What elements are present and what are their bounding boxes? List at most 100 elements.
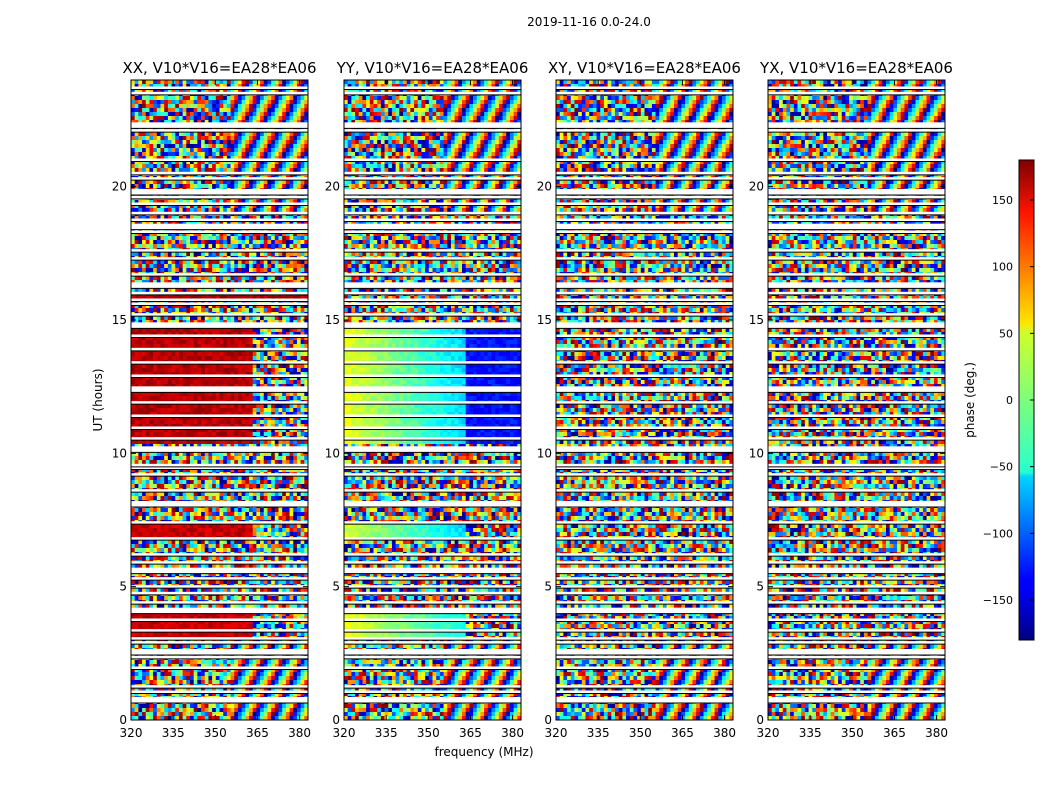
flagged-row: [344, 249, 521, 253]
flagged-row: [344, 202, 521, 206]
y-tick-label: 0: [332, 713, 340, 727]
flagged-row: [344, 601, 521, 605]
y-axis-label: UT (hours): [91, 368, 105, 431]
flagged-row: [344, 257, 521, 261]
x-tick-label: 365: [459, 726, 482, 740]
flagged-row: [131, 386, 308, 393]
flagged-row: [556, 697, 733, 703]
x-axis-label: frequency (MHz): [434, 745, 533, 759]
flagged-row: [344, 567, 521, 574]
flagged-row: [768, 257, 945, 261]
y-tick-label: 20: [749, 180, 764, 194]
flagged-row: [768, 273, 945, 277]
flagged-row: [344, 697, 521, 703]
flagged-row: [556, 591, 733, 595]
flagged-row: [131, 177, 308, 181]
flagged-row: [131, 553, 308, 557]
flagged-row: [344, 437, 521, 441]
flagged-row: [131, 218, 308, 222]
flagged-row: [131, 585, 308, 589]
y-tick-label: 15: [112, 313, 127, 327]
flagged-row: [768, 386, 945, 393]
flagged-row: [131, 195, 308, 199]
flagged-row: [131, 189, 308, 195]
flagged-row: [131, 685, 308, 689]
phase-image: [768, 80, 945, 720]
flagged-row: [344, 171, 521, 175]
y-tick-label: 5: [119, 580, 127, 594]
flagged-row: [344, 666, 521, 670]
flagged-row: [556, 374, 733, 378]
flagged-row: [768, 158, 945, 162]
flagged-row: [556, 273, 733, 277]
flagged-row: [556, 158, 733, 162]
flagged-row: [344, 618, 521, 622]
flagged-row: [768, 607, 945, 614]
flagged-row: [344, 189, 521, 195]
panel-frame: [555, 79, 734, 721]
flagged-row: [556, 618, 733, 622]
flagged-row: [768, 414, 945, 418]
flagged-row: [768, 171, 945, 175]
flagged-row: [768, 298, 945, 302]
x-tick-label: 320: [757, 726, 780, 740]
x-tick-label: 380: [501, 726, 524, 740]
flagged-row: [344, 553, 521, 557]
flagged-row: [768, 537, 945, 541]
flagged-row: [556, 649, 733, 655]
flagged-row: [556, 501, 733, 507]
flagged-row: [131, 322, 308, 329]
y-tick-label: 5: [332, 580, 340, 594]
flagged-row: [131, 361, 308, 365]
flagged-row: [556, 249, 733, 253]
heatmap-panels: XX, V10*V16=EA28*EA06 320 335 350 365 380 0 5 10…: [112, 59, 953, 740]
flagged-row: [344, 473, 521, 477]
flagged-row: [131, 489, 308, 493]
flagged-row: [131, 618, 308, 622]
flagged-row: [556, 298, 733, 302]
flagged-row: [556, 361, 733, 365]
y-tick-label: 5: [756, 580, 764, 594]
panel-title: XY, V10*V16=EA28*EA06: [548, 59, 741, 77]
flagged-row: [556, 655, 733, 659]
flagged-row: [131, 202, 308, 206]
flagged-row: [556, 585, 733, 589]
flagged-row: [131, 426, 308, 430]
phase-image: [556, 80, 733, 720]
flagged-row: [131, 473, 308, 477]
flagged-row: [131, 466, 308, 470]
x-tick-label: 350: [204, 726, 227, 740]
flagged-row: [556, 386, 733, 393]
flagged-row: [131, 298, 308, 302]
flagged-row: [344, 401, 521, 405]
flagged-row: [344, 446, 521, 453]
flagged-row: [131, 273, 308, 277]
flagged-row: [344, 374, 521, 378]
flagged-row: [344, 273, 521, 277]
x-tick-label: 320: [120, 726, 143, 740]
phase-image: [344, 80, 521, 720]
panel-frame: [130, 79, 309, 721]
flagged-row: [768, 223, 945, 230]
y-tick-label: 20: [112, 180, 127, 194]
flagged-row: [131, 211, 308, 215]
flagged-row: [131, 414, 308, 418]
flagged-row: [344, 649, 521, 655]
panel-title: XX, V10*V16=EA28*EA06: [122, 59, 316, 77]
flagged-row: [344, 223, 521, 230]
flagged-row: [556, 553, 733, 557]
flagged-row: [344, 218, 521, 222]
flagged-row: [556, 129, 733, 133]
panel-xy: XY, V10*V16=EA28*EA06 320 335 350 365 380 0 5 10…: [537, 59, 741, 740]
y-tick-label: 0: [544, 713, 552, 727]
flagged-row: [556, 637, 733, 641]
flagged-row: [556, 195, 733, 199]
x-tick-label: 350: [629, 726, 652, 740]
flagged-row: [556, 601, 733, 605]
x-tick-label: 365: [246, 726, 269, 740]
flagged-row: [344, 685, 521, 689]
y-tick-label: 5: [544, 580, 552, 594]
flagged-row: [768, 641, 945, 645]
flagged-row: [131, 86, 308, 90]
flagged-row: [768, 426, 945, 430]
